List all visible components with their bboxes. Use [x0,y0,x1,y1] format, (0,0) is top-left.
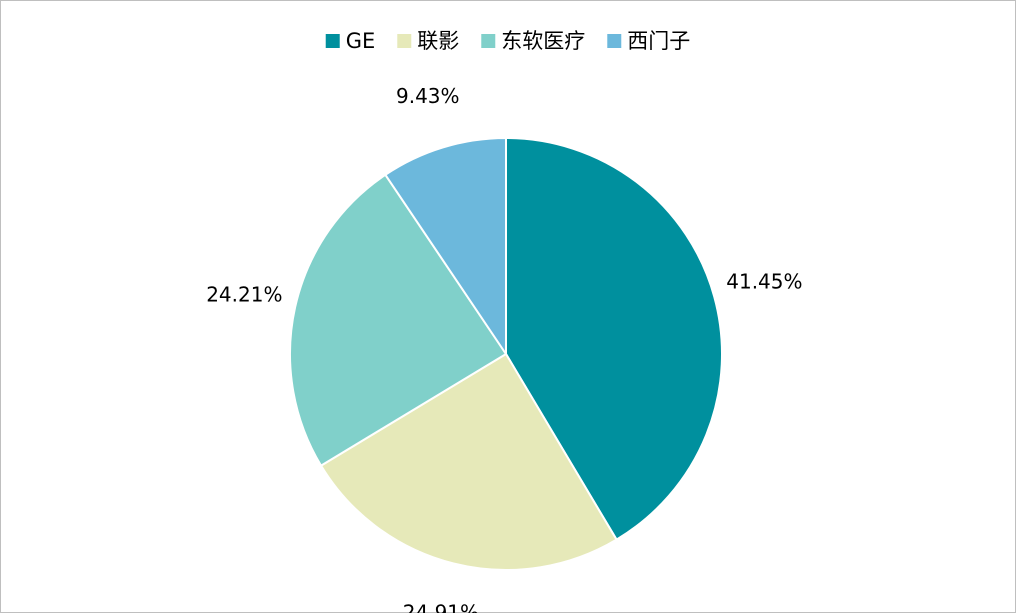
data-label: 24.91% [403,600,479,613]
pie-slice [319,352,618,571]
data-label: 41.45% [726,269,802,293]
legend-swatch [397,34,412,48]
data-label: 24.21% [206,283,282,307]
pie-slice [289,173,508,467]
legend-swatch [607,34,622,48]
legend-label: 东软医疗 [501,29,585,53]
pie-slice [505,136,723,541]
legend-label: 联影 [417,29,459,53]
legend-label: GE [346,29,376,53]
legend-swatch [481,34,496,48]
pie-slice [383,136,507,358]
legend-label: 西门子 [627,29,690,53]
data-label: 9.43% [396,84,460,108]
legend-swatch [325,34,340,48]
